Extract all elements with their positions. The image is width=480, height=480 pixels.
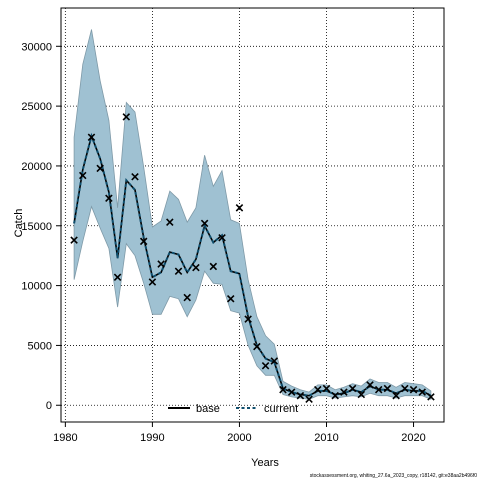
observed-point (218, 233, 226, 242)
legend: base current (168, 403, 298, 415)
plot-frame (60, 7, 445, 423)
observed-point (148, 278, 157, 286)
observed-point (427, 393, 435, 401)
y-tick-label: 10000 (21, 281, 52, 293)
observed-point (157, 260, 165, 268)
observed-point (322, 384, 331, 393)
observed-point (174, 267, 183, 276)
observed-point (287, 388, 296, 396)
observed-point (78, 171, 87, 180)
y-axis: 0 5000 10000 15000 20000 25000 30000 (21, 41, 61, 412)
observed-point (331, 391, 339, 400)
observed-point (383, 384, 392, 393)
observed-point (340, 388, 348, 396)
y-tick-label: 0 (46, 400, 52, 412)
y-tick-label: 25000 (21, 101, 52, 113)
observed-point (192, 263, 200, 272)
x-tick-label: 1990 (140, 432, 164, 444)
observed-point (235, 204, 244, 212)
observed-point (122, 113, 131, 121)
observed-point (200, 219, 209, 228)
observed-point (87, 133, 96, 141)
x-tick-label: 2000 (227, 432, 251, 444)
observed-point (105, 194, 113, 203)
x-tick-label: 1980 (53, 432, 77, 444)
observed-point (305, 395, 313, 404)
observed-point (261, 361, 270, 370)
observed-point (357, 390, 366, 399)
observed-point (296, 391, 305, 400)
observed-point (314, 385, 322, 394)
observed-point (418, 388, 427, 396)
confidence-band-group (73, 29, 432, 400)
observed-point (131, 172, 139, 181)
footer-note: stockassessment.org, whiting_27.6a_2023_… (310, 473, 477, 479)
observed-point (209, 262, 218, 271)
legend-label-current: current (264, 403, 298, 415)
observed-point (392, 391, 400, 400)
observed-point (253, 342, 261, 351)
observed-points (70, 113, 435, 404)
x-tick-label: 2020 (401, 432, 425, 444)
observed-point (374, 385, 383, 394)
observed-point (244, 315, 252, 323)
y-tick-label: 5000 (28, 340, 52, 352)
observed-point (96, 164, 104, 173)
observed-point (183, 293, 191, 302)
observed-point (270, 357, 279, 365)
observed-point (348, 384, 357, 393)
observed-point (409, 385, 418, 394)
observed-point (113, 273, 122, 281)
y-axis-label: Catch (13, 209, 25, 238)
y-tick-label: 20000 (21, 161, 52, 173)
observed-point (401, 384, 409, 393)
observed-point (279, 385, 287, 394)
observed-point (226, 294, 235, 303)
x-tick-label: 2010 (314, 432, 338, 444)
x-axis-label: Years (251, 457, 279, 469)
y-tick-label: 30000 (21, 41, 52, 53)
confidence-band (73, 29, 432, 400)
x-axis: 1980 1990 2000 2010 2020 (53, 422, 426, 444)
observed-point (166, 218, 174, 226)
legend-label-base: base (196, 403, 220, 415)
y-tick-label: 15000 (21, 221, 52, 233)
observed-point (70, 236, 78, 244)
observed-point (366, 381, 374, 389)
observed-point (139, 237, 148, 246)
